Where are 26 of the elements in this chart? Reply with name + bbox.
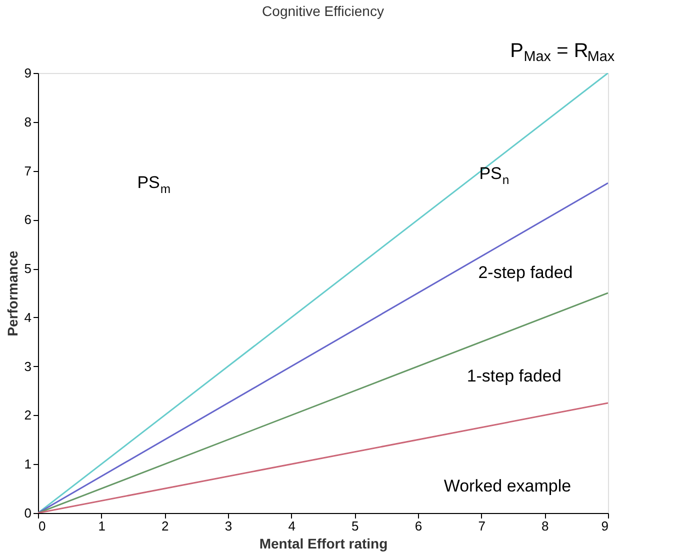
y-tick-label: 0 — [24, 506, 32, 520]
x-tick-label: 1 — [98, 518, 106, 534]
y-tick-label: 2 — [24, 408, 32, 423]
annotation: 1-step faded — [466, 366, 562, 386]
chart-title: Cognitive Efficiency — [262, 3, 384, 19]
x-tick-label: 3 — [224, 518, 232, 534]
y-tick-label: 6 — [24, 212, 32, 228]
y-tick-label: 1 — [24, 456, 32, 472]
annotation: 2-step faded — [478, 263, 573, 282]
x-tick-label: 8 — [542, 518, 549, 534]
y-tick-label: 9 — [24, 66, 32, 80]
y-tick-label: 3 — [24, 358, 32, 374]
x-tick-label: 6 — [414, 518, 422, 534]
y-tick-label: 7 — [24, 163, 32, 178]
annotation: Worked example — [444, 476, 572, 496]
x-axis-title: Mental Effort rating — [259, 536, 388, 552]
x-tick-label: 7 — [478, 518, 486, 534]
y-tick-label: 5 — [24, 261, 32, 276]
y-tick-label: 8 — [24, 114, 32, 130]
x-tick-label: 4 — [288, 518, 296, 534]
x-tick-label: 5 — [352, 518, 359, 534]
x-tick-label: 0 — [38, 518, 46, 534]
y-axis-title: Performance — [4, 250, 20, 336]
x-tick-label: 2 — [162, 518, 169, 534]
y-tick-label: 4 — [24, 310, 32, 325]
x-tick-label: 9 — [601, 518, 608, 534]
